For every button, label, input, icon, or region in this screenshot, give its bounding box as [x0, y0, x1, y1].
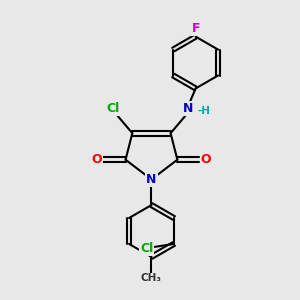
Text: Cl: Cl	[140, 242, 153, 255]
Text: Cl: Cl	[106, 102, 119, 115]
Text: CH₃: CH₃	[141, 273, 162, 284]
Text: N: N	[183, 102, 194, 115]
Text: O: O	[201, 153, 211, 166]
Text: F: F	[191, 22, 200, 35]
Text: N: N	[146, 173, 157, 186]
Text: O: O	[92, 153, 102, 166]
Text: -H: -H	[198, 106, 211, 116]
